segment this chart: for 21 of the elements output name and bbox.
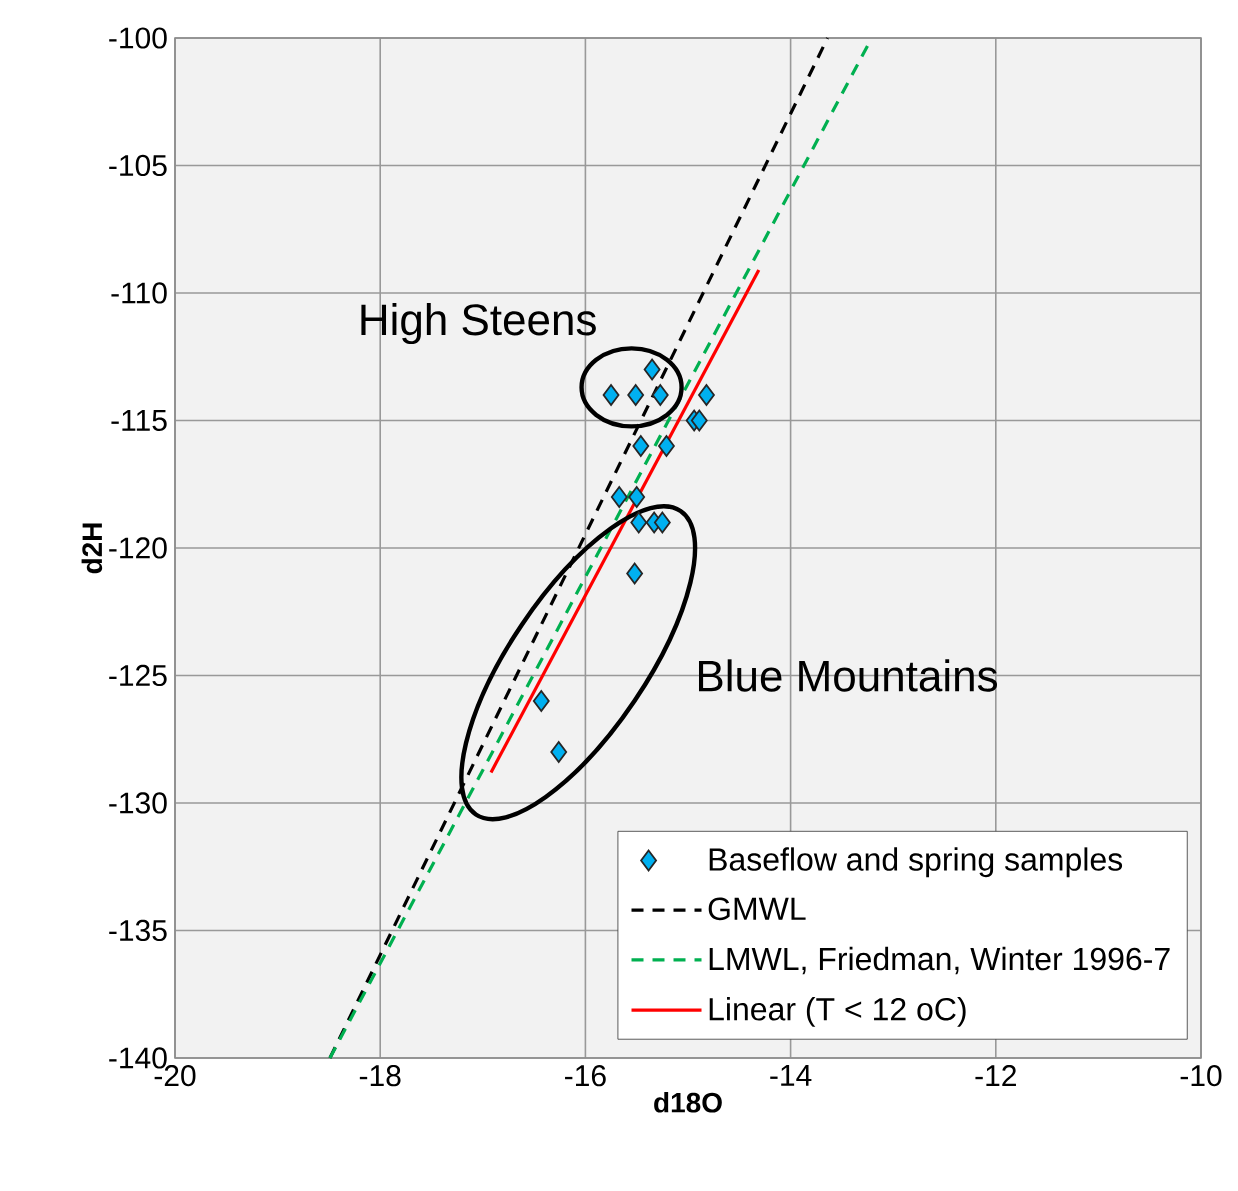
legend-label: GMWL	[708, 897, 806, 921]
x-tick-label: -14	[770, 1065, 812, 1086]
legend-label: Linear (T < 12 oC)	[709, 997, 966, 1027]
x-axis-title: d18O	[654, 1092, 722, 1113]
x-tick-label: -10	[1180, 1065, 1222, 1087]
x-tick-label: -16	[565, 1065, 606, 1087]
annotation: Blue Mountains	[698, 659, 997, 692]
y-axis-title: d2H	[81, 523, 103, 574]
legend-label: LMWL, Friedman, Winter 1996-7	[709, 946, 1170, 975]
x-tick-label: -12	[975, 1065, 1016, 1087]
x-tick-label: -18	[359, 1065, 401, 1087]
y-tick-label: -120	[109, 537, 167, 559]
legend-label: Baseflow and spring samples	[709, 847, 1123, 878]
y-tick-label: -130	[109, 792, 167, 814]
y-tick-label: -115	[111, 410, 167, 431]
y-tick-label: -100	[109, 27, 167, 49]
y-tick-label: -135	[109, 919, 167, 942]
y-tick-label: -110	[111, 282, 167, 304]
y-tick-label: -125	[109, 664, 167, 687]
y-tick-label: -105	[109, 154, 167, 177]
annotation: High Steens	[361, 303, 596, 345]
